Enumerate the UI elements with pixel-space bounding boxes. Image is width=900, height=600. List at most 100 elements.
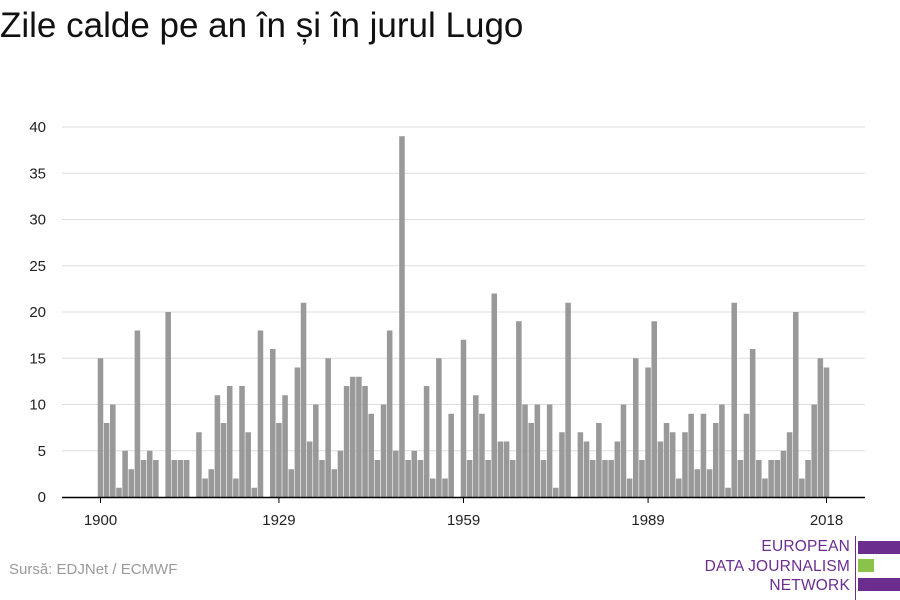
bar-2016 (811, 404, 817, 497)
edjnet-logo[interactable]: EUROPEAN DATA JOURNALISM NETWORK (690, 536, 900, 600)
bar-1943 (362, 386, 368, 497)
bar-1992 (663, 423, 670, 497)
bar-1919 (214, 395, 221, 497)
bar-1918 (208, 469, 215, 497)
bar-1938 (331, 469, 338, 497)
bar-2014 (799, 478, 805, 497)
bar-1964 (491, 293, 498, 497)
bar-1912 (171, 460, 178, 497)
bar-1932 (294, 367, 301, 497)
bar-1978 (577, 432, 584, 497)
bar-1914 (183, 460, 190, 497)
bar-1933 (300, 302, 307, 497)
bar-1990 (651, 321, 657, 497)
bar-1929 (276, 423, 282, 497)
bar-1940 (343, 386, 350, 497)
logo-line-3: NETWORK (769, 577, 850, 594)
bar-2006 (749, 349, 756, 497)
bar-1930 (282, 395, 288, 497)
bar-1965 (497, 441, 504, 497)
bar-1957 (448, 413, 454, 497)
source-note: Sursă: EDJNet / ECMWF (9, 561, 178, 578)
bar-1908 (146, 450, 153, 497)
bar-1954 (429, 478, 436, 497)
bar-2005 (743, 413, 750, 497)
bar-1997 (694, 469, 701, 497)
bar-2008 (762, 478, 768, 497)
bar-1983 (608, 460, 614, 497)
x-tick-label: 1929 (262, 512, 295, 529)
bar-1981 (596, 423, 602, 497)
y-tick-label: 15 (29, 350, 46, 367)
bar-1988 (639, 460, 645, 497)
bar-1967 (509, 460, 516, 497)
bar-1994 (676, 478, 682, 497)
y-tick-label: 25 (29, 258, 46, 275)
bar-1928 (270, 349, 276, 497)
bar-1956 (442, 478, 448, 497)
bar-2018 (823, 367, 830, 497)
bar-1944 (368, 413, 374, 497)
bar-1970 (528, 423, 534, 497)
bar-1998 (700, 413, 707, 497)
bar-1952 (417, 460, 424, 497)
bar-1923 (239, 386, 245, 497)
bar-1939 (337, 450, 344, 497)
x-tick-label: 1900 (84, 512, 117, 529)
x-tick-label: 2018 (810, 512, 843, 529)
bar-1960 (466, 460, 473, 497)
bar-1976 (565, 302, 571, 497)
logo-bar-bottom (858, 578, 900, 591)
logo-bar-top (858, 541, 900, 554)
bar-1972 (540, 460, 547, 497)
bar-2011 (780, 450, 787, 497)
bar-1907 (140, 460, 147, 497)
bar-1989 (645, 367, 651, 497)
logo-divider (855, 536, 856, 600)
bar-1953 (423, 386, 430, 497)
bar-1975 (559, 432, 565, 497)
bar-1979 (583, 441, 590, 497)
bar-1902 (110, 404, 116, 497)
bar-2009 (768, 460, 774, 497)
bar-1969 (522, 404, 528, 497)
bar-1937 (325, 358, 331, 497)
bar-1963 (485, 460, 491, 497)
y-tick-label: 30 (29, 212, 46, 229)
bar-1935 (313, 404, 319, 497)
bar-1949 (399, 136, 405, 497)
x-tick-label: 1989 (631, 512, 664, 529)
bar-1966 (503, 441, 510, 497)
bar-1900 (97, 358, 104, 497)
bar-1924 (245, 432, 251, 497)
bar-1980 (589, 460, 596, 497)
bar-1986 (626, 478, 633, 497)
x-tick-label: 1959 (447, 512, 480, 529)
y-tick-label: 20 (29, 304, 46, 321)
logo-bar-middle (858, 559, 874, 572)
bar-1903 (116, 487, 122, 497)
bar-2003 (731, 302, 737, 497)
bar-2017 (817, 358, 824, 497)
bar-1971 (534, 404, 541, 497)
bar-1936 (319, 460, 325, 497)
bar-1945 (374, 460, 381, 497)
bar-2004 (737, 460, 744, 497)
bar-1962 (479, 413, 485, 497)
bar-1991 (657, 441, 664, 497)
y-axis-ticks: 0 5 10 15 20 25 30 35 40 (29, 119, 46, 506)
y-tick-label: 35 (29, 165, 46, 182)
bar-1906 (134, 330, 141, 497)
bar-1913 (177, 460, 184, 497)
y-tick-label: 40 (29, 119, 46, 136)
y-tick-label: 0 (38, 489, 46, 506)
bar-1951 (411, 450, 418, 497)
bar-1904 (122, 450, 128, 497)
bar-2001 (719, 404, 725, 497)
y-tick-label: 10 (29, 397, 46, 414)
bar-1950 (405, 460, 411, 497)
bar-1925 (251, 487, 258, 497)
bar-1921 (226, 386, 233, 497)
bar-2010 (774, 460, 781, 497)
